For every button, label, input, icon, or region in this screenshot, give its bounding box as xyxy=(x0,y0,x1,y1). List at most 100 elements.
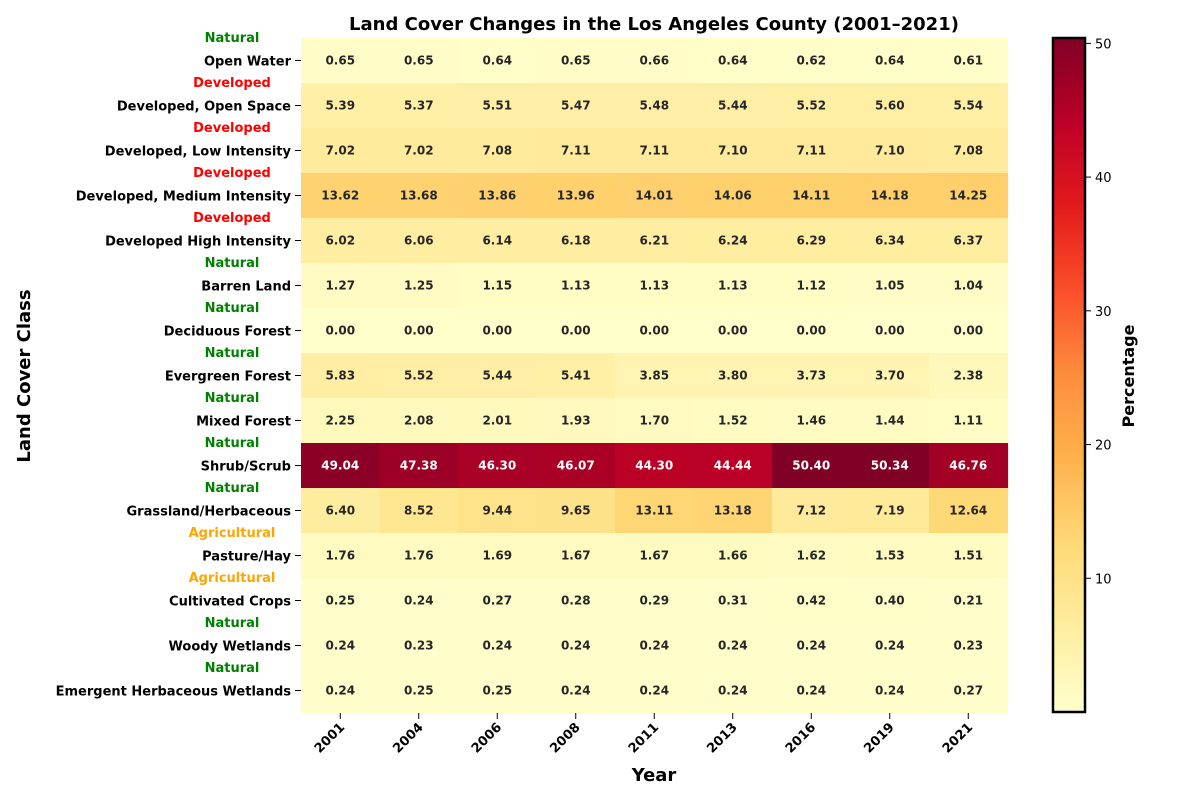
cell-value-label: 0.25 xyxy=(325,594,355,608)
cell-value-label: 0.66 xyxy=(639,54,669,68)
heatmap-cell xyxy=(301,38,381,84)
heatmap-cell xyxy=(301,533,381,579)
heatmap-cell xyxy=(615,218,695,264)
row-label-emergent-herbaceous-wetlands: Emergent Herbaceous Wetlands xyxy=(56,685,292,700)
heatmap-cell xyxy=(850,488,930,534)
heatmap-cell xyxy=(379,353,459,399)
row-label-woody-wetlands: Woody Wetlands xyxy=(169,640,292,655)
heatmap-cell xyxy=(772,173,852,219)
heatmap-cell xyxy=(693,128,773,174)
cell-value-label: 1.76 xyxy=(404,549,434,563)
cell-value-label: 0.25 xyxy=(404,684,434,698)
cell-value-label: 44.44 xyxy=(714,459,752,473)
heatmap-cell xyxy=(458,623,538,669)
heatmap-cell xyxy=(458,578,538,624)
group-label-developed: Developed xyxy=(193,211,271,226)
cell-value-label: 0.24 xyxy=(875,684,905,698)
heatmap-cell xyxy=(536,83,616,129)
colorbar-tick-label: 10 xyxy=(1095,572,1112,587)
heatmap-cell xyxy=(615,398,695,444)
cell-value-label: 14.18 xyxy=(871,189,909,203)
group-label-natural: Natural xyxy=(205,31,260,46)
heatmap-cell xyxy=(379,173,459,219)
cell-value-label: 5.54 xyxy=(953,99,983,113)
cell-value-label: 0.24 xyxy=(796,639,826,653)
colorbar-title: Percentage xyxy=(1119,324,1138,427)
x-tick-label-2008: 2008 xyxy=(547,720,583,756)
cell-value-label: 5.44 xyxy=(718,99,748,113)
cell-value-label: 13.62 xyxy=(321,189,359,203)
heatmap-cell xyxy=(929,128,1009,174)
heatmap-cell xyxy=(379,668,459,714)
heatmap-cell xyxy=(301,353,381,399)
cell-value-label: 0.24 xyxy=(325,684,355,698)
heatmap-cell xyxy=(693,623,773,669)
cell-value-label: 0.00 xyxy=(482,324,512,338)
heatmap-cell xyxy=(301,398,381,444)
heatmap-cell xyxy=(458,488,538,534)
cell-value-label: 46.76 xyxy=(949,459,987,473)
group-label-natural: Natural xyxy=(205,661,260,676)
cell-value-label: 0.28 xyxy=(561,594,591,608)
heatmap-cell xyxy=(693,578,773,624)
heatmap-cells xyxy=(301,38,1009,714)
x-tick-label-2013: 2013 xyxy=(704,720,740,756)
cell-value-label: 1.05 xyxy=(875,279,905,293)
heatmap-cell xyxy=(929,668,1009,714)
cell-value-label: 6.02 xyxy=(325,234,355,248)
cell-value-label: 7.10 xyxy=(875,144,905,158)
cell-value-label: 0.64 xyxy=(482,54,512,68)
cell-value-label: 7.11 xyxy=(639,144,669,158)
heatmap-cell xyxy=(615,668,695,714)
cell-value-label: 1.27 xyxy=(325,279,355,293)
cell-value-label: 5.47 xyxy=(561,99,591,113)
cell-value-label: 1.12 xyxy=(796,279,826,293)
cell-value-label: 0.00 xyxy=(639,324,669,338)
cell-value-label: 1.13 xyxy=(718,279,748,293)
cell-value-label: 47.38 xyxy=(400,459,438,473)
row-label-cultivated-crops: Cultivated Crops xyxy=(169,595,291,610)
heatmap-cell xyxy=(379,398,459,444)
cell-value-label: 44.30 xyxy=(635,459,673,473)
cell-value-label: 1.66 xyxy=(718,549,748,563)
heatmap-cell xyxy=(693,263,773,309)
heatmap-cell xyxy=(536,578,616,624)
cell-value-label: 5.44 xyxy=(482,369,512,383)
heatmap-cell xyxy=(772,218,852,264)
cell-value-label: 0.24 xyxy=(639,639,669,653)
cell-value-label: 0.64 xyxy=(875,54,905,68)
heatmap-cell xyxy=(850,353,930,399)
cell-value-label: 6.24 xyxy=(718,234,748,248)
cell-value-label: 0.00 xyxy=(325,324,355,338)
cell-value-label: 5.52 xyxy=(404,369,434,383)
heatmap-cell xyxy=(929,308,1009,354)
chart-title: Land Cover Changes in the Los Angeles Co… xyxy=(349,14,959,35)
cell-value-label: 5.41 xyxy=(561,369,591,383)
heatmap-cell xyxy=(772,263,852,309)
heatmap-cell xyxy=(536,623,616,669)
cell-value-label: 7.19 xyxy=(875,504,905,518)
heatmap-cell xyxy=(615,533,695,579)
heatmap-cell xyxy=(693,668,773,714)
heatmap-cell xyxy=(379,443,459,489)
colorbar-tick-label: 30 xyxy=(1095,305,1112,320)
heatmap-cell xyxy=(772,353,852,399)
cell-value-label: 1.13 xyxy=(561,279,591,293)
x-tick-label-2019: 2019 xyxy=(861,720,897,756)
cell-value-label: 50.40 xyxy=(792,459,830,473)
cell-value-label: 0.24 xyxy=(796,684,826,698)
heatmap-cell xyxy=(536,128,616,174)
cell-value-label: 0.00 xyxy=(875,324,905,338)
heatmap-cell xyxy=(536,308,616,354)
heatmap-cell xyxy=(929,218,1009,264)
heatmap-cell xyxy=(379,623,459,669)
cell-value-label: 14.11 xyxy=(792,189,830,203)
cell-value-label: 1.70 xyxy=(639,414,669,428)
cell-value-label: 1.11 xyxy=(953,414,983,428)
cell-value-label: 1.67 xyxy=(561,549,591,563)
cell-value-label: 0.24 xyxy=(718,684,748,698)
cell-value-label: 0.61 xyxy=(953,54,983,68)
heatmap-cell xyxy=(929,488,1009,534)
x-tick-label-2006: 2006 xyxy=(469,720,505,756)
cell-value-label: 1.53 xyxy=(875,549,905,563)
